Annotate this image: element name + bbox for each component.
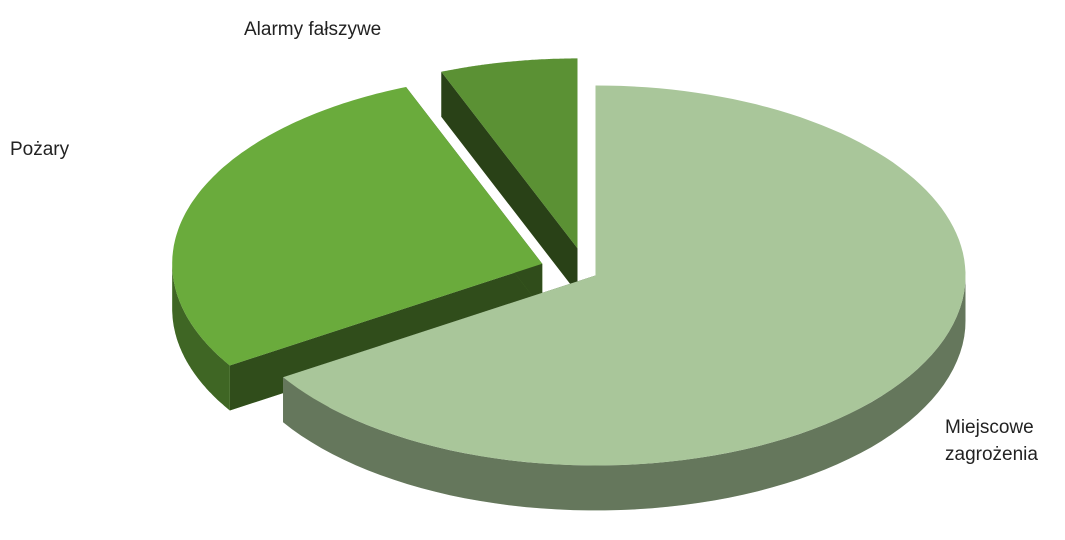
slice-side — [283, 275, 966, 511]
slice-top — [441, 58, 578, 249]
slice — [441, 58, 578, 294]
slice — [283, 85, 966, 511]
slice-top — [283, 85, 966, 466]
slice-label: Miejscowe zagrożenia — [945, 417, 1038, 465]
slice-top — [172, 87, 543, 366]
slice-label: Pożary — [10, 139, 70, 160]
slice-side-shade — [172, 263, 230, 411]
slice-label: Alarmy fałszywe — [244, 19, 382, 40]
slice-wall-shade — [441, 71, 578, 294]
slice-side-shade — [283, 275, 966, 511]
slice-side — [172, 263, 230, 411]
